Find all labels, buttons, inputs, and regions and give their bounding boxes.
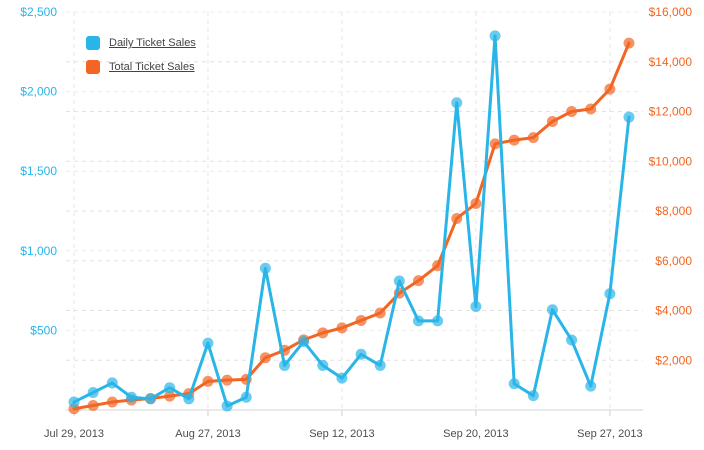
x-axis-tick-label: Sep 12, 2013 bbox=[309, 428, 374, 440]
data-point-daily bbox=[527, 390, 539, 402]
data-point-total bbox=[489, 138, 501, 150]
data-point-total bbox=[87, 400, 99, 412]
left-axis-tick-label: $1,500 bbox=[20, 164, 57, 178]
data-point-total bbox=[508, 134, 520, 146]
data-point-total bbox=[336, 322, 348, 334]
legend-label-total: Total Ticket Sales bbox=[109, 61, 195, 73]
left-axis-tick-label: $2,500 bbox=[20, 5, 57, 19]
data-point-total bbox=[623, 37, 635, 49]
data-point-total bbox=[374, 307, 386, 319]
data-point-total bbox=[221, 374, 233, 386]
left-axis-tick-label: $500 bbox=[30, 323, 57, 337]
data-point-total bbox=[470, 198, 482, 210]
data-point-daily bbox=[546, 304, 558, 316]
data-point-daily bbox=[317, 359, 329, 371]
data-point-daily bbox=[164, 382, 176, 394]
data-point-daily bbox=[202, 337, 214, 349]
right-axis-tick-label: $8,000 bbox=[655, 204, 692, 218]
data-point-total bbox=[355, 314, 367, 326]
legend-swatch-daily bbox=[86, 36, 100, 50]
data-point-total bbox=[202, 375, 214, 387]
data-point-daily bbox=[145, 393, 157, 405]
data-point-daily bbox=[240, 391, 252, 403]
data-point-daily bbox=[451, 97, 463, 109]
grid-lines bbox=[66, 11, 643, 410]
x-axis-tick-label: Jul 29, 2013 bbox=[44, 428, 104, 440]
data-point-daily bbox=[393, 275, 405, 287]
left-axis-ticks: $500 $1,000 $1,500 $2,000 $2,500 bbox=[20, 5, 57, 337]
data-point-daily bbox=[87, 386, 99, 398]
series-total-ticket-sales bbox=[68, 37, 635, 415]
right-axis-tick-label: $4,000 bbox=[655, 304, 692, 318]
data-point-total bbox=[317, 327, 329, 339]
data-point-total bbox=[164, 390, 176, 402]
legend-label-daily: Daily Ticket Sales bbox=[109, 37, 196, 49]
data-point-daily bbox=[279, 359, 291, 371]
left-axis-tick-label: $2,000 bbox=[20, 85, 57, 99]
data-point-total bbox=[259, 352, 271, 364]
data-point-total bbox=[451, 212, 463, 224]
x-axis-tick-label: Sep 27, 2013 bbox=[577, 428, 642, 440]
data-point-daily bbox=[374, 359, 386, 371]
data-point-daily bbox=[566, 334, 578, 346]
data-point-total bbox=[604, 83, 616, 95]
data-point-total bbox=[566, 106, 578, 117]
data-point-daily bbox=[68, 396, 80, 408]
right-axis-tick-label: $14,000 bbox=[649, 55, 693, 69]
data-point-daily bbox=[489, 30, 501, 42]
data-point-daily bbox=[298, 336, 310, 348]
data-point-daily bbox=[470, 301, 482, 313]
right-axis-tick-label: $6,000 bbox=[655, 254, 692, 268]
series-daily-ticket-sales bbox=[68, 30, 635, 412]
left-axis-tick-label: $1,000 bbox=[20, 244, 57, 258]
data-point-total bbox=[432, 260, 444, 272]
right-axis-ticks: $2,000 $4,000 $6,000 $8,000 $10,000 $12,000 $1… bbox=[649, 5, 693, 367]
data-point-daily bbox=[355, 348, 367, 360]
data-point-daily bbox=[508, 378, 520, 390]
right-axis-tick-label: $2,000 bbox=[655, 353, 692, 367]
x-axis-tick-label: Sep 20, 2013 bbox=[443, 428, 508, 440]
legend-swatch-total bbox=[86, 60, 100, 74]
legend: Daily Ticket Sales Total Ticket Sales bbox=[86, 31, 196, 79]
x-axis-tick-label: Aug 27, 2013 bbox=[175, 428, 240, 440]
data-point-daily bbox=[432, 315, 444, 327]
data-point-daily bbox=[125, 391, 137, 403]
data-point-total bbox=[585, 103, 597, 115]
right-axis-tick-label: $12,000 bbox=[649, 105, 693, 119]
legend-item-daily-ticket-sales[interactable]: Daily Ticket Sales bbox=[86, 31, 196, 55]
legend-item-total-ticket-sales[interactable]: Total Ticket Sales bbox=[86, 55, 196, 79]
right-axis-tick-label: $10,000 bbox=[649, 154, 693, 168]
data-point-daily bbox=[623, 111, 635, 123]
data-point-daily bbox=[221, 400, 233, 412]
data-point-total bbox=[546, 115, 558, 127]
axes bbox=[66, 409, 643, 416]
data-point-total bbox=[412, 275, 424, 287]
x-axis-ticks: Jul 29, 2013 Aug 27, 2013 Sep 12, 2013 Sep … bbox=[44, 428, 643, 440]
data-point-daily bbox=[259, 262, 271, 274]
data-point-daily bbox=[604, 288, 616, 300]
data-point-total bbox=[527, 132, 539, 144]
data-point-daily bbox=[106, 377, 118, 389]
data-point-daily bbox=[336, 372, 348, 384]
data-point-daily bbox=[585, 380, 597, 392]
data-point-daily bbox=[412, 315, 424, 327]
data-point-total bbox=[106, 396, 118, 408]
data-point-daily bbox=[183, 393, 195, 405]
series-line-total bbox=[72, 41, 631, 411]
right-axis-tick-label: $16,000 bbox=[649, 5, 693, 19]
